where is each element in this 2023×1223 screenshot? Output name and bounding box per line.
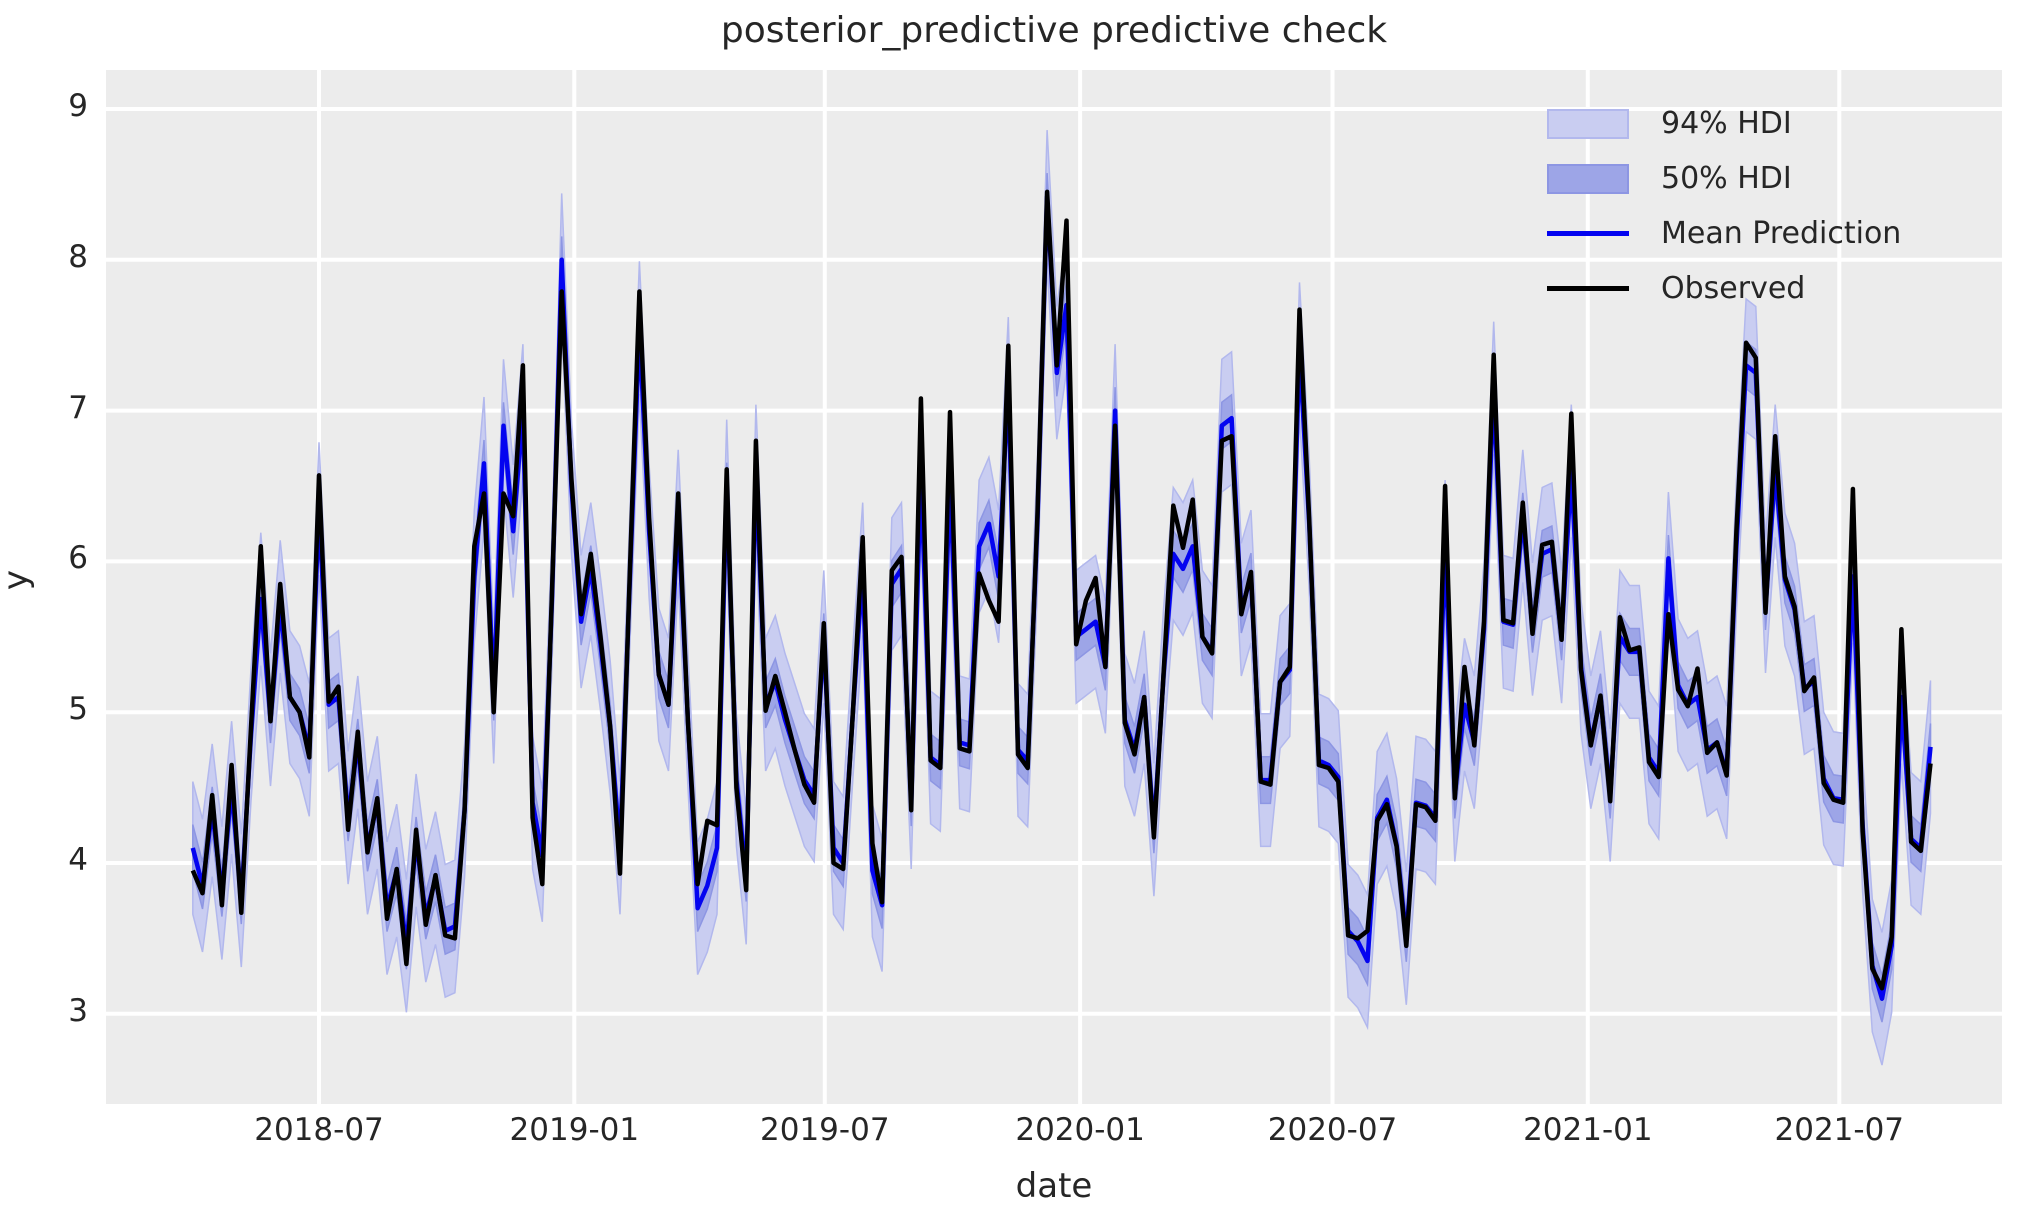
legend-line-swatch [1547, 286, 1629, 291]
legend-label: 94% HDI [1661, 106, 1792, 141]
chart-title: posterior_predictive predictive check [720, 10, 1388, 51]
legend-entry: Mean Prediction [1547, 206, 1901, 261]
x-tick-label: 2021-07 [1774, 1112, 1905, 1148]
legend-patch-swatch [1547, 108, 1629, 139]
legend-entry: 50% HDI [1547, 151, 1901, 206]
y-tick-label: 7 [68, 389, 88, 426]
y-tick-label: 4 [68, 842, 88, 878]
legend-label: Observed [1661, 271, 1806, 306]
legend-label: 50% HDI [1661, 161, 1792, 196]
legend-entry: Observed [1547, 261, 1901, 316]
legend-line-swatch [1547, 231, 1629, 236]
legend-patch-swatch [1547, 163, 1629, 194]
y-tick-label: 9 [68, 88, 88, 124]
x-tick-label: 2020-07 [1267, 1112, 1398, 1148]
x-tick-label: 2019-01 [509, 1112, 640, 1148]
x-tick-label: 2021-01 [1523, 1112, 1653, 1148]
legend-entry: 94% HDI [1547, 96, 1901, 151]
x-axis-label: date [1015, 1166, 1093, 1206]
y-tick-label: 6 [68, 540, 88, 577]
y-tick-label: 3 [68, 992, 88, 1029]
y-tick-label: 8 [68, 238, 88, 275]
legend: 94% HDI 50% HDI Mean Prediction Observed [1547, 96, 1901, 316]
legend-label: Mean Prediction [1661, 216, 1902, 251]
observed-line [190, 189, 1933, 991]
y-tick-label: 5 [68, 691, 88, 728]
x-tick-label: 2019-07 [760, 1112, 890, 1148]
x-tick-label: 2020-01 [1015, 1112, 1145, 1148]
x-tick-label: 2018-07 [254, 1112, 384, 1148]
